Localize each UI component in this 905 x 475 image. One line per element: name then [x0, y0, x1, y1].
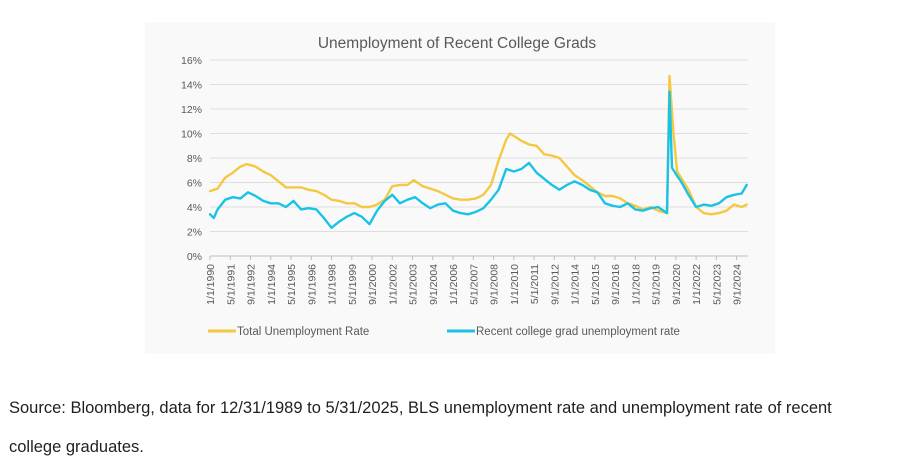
x-tick-label: 9/1/2004 [428, 264, 440, 305]
x-tick-label: 5/1/2019 [651, 264, 663, 305]
x-tick-label: 9/1/1992 [246, 264, 258, 305]
x-tick-label: 5/1/2015 [590, 264, 602, 305]
x-tick-label: 9/1/2024 [732, 264, 744, 305]
y-tick-label: 4% [187, 202, 202, 214]
legend-label: Total Unemployment Rate [237, 326, 369, 338]
x-tick-label: 9/1/2016 [610, 264, 622, 305]
x-tick-label: 5/1/1991 [225, 264, 237, 305]
x-tick-label: 1/1/2002 [387, 264, 399, 305]
x-tick-label: 9/1/2008 [489, 264, 501, 305]
x-tick-label: 1/1/2018 [630, 264, 642, 305]
x-axis-ticks: 1/1/1990 5/1/1991 9/1/1992 1/1/1994 5/1/1995… [205, 256, 744, 305]
x-tick-label: 5/1/2003 [408, 264, 420, 305]
y-tick-label: 10% [181, 129, 202, 141]
x-tick-label: 5/1/2011 [529, 264, 541, 304]
x-tick-label: 1/1/1994 [266, 264, 278, 305]
chart-title: Unemployment of Recent College Grads [318, 35, 597, 52]
y-axis-ticks: 0% 2% 4% 6% 8% 10% 12% 14% 16% [181, 55, 202, 263]
legend: Total Unemployment Rate Recent college gr… [208, 326, 680, 338]
y-tick-label: 2% [187, 227, 202, 239]
y-tick-label: 8% [187, 153, 202, 165]
x-tick-label: 5/1/2007 [468, 264, 480, 305]
y-tick-label: 16% [181, 55, 202, 67]
x-tick-label: 1/1/2006 [448, 264, 460, 305]
series-lines [208, 74, 748, 230]
x-tick-label: 5/1/2023 [711, 264, 723, 305]
y-tick-label: 6% [187, 178, 202, 190]
x-tick-label: 5/1/1995 [286, 264, 298, 305]
x-tick-label: 1/1/2022 [691, 264, 703, 305]
x-tick-label: 5/1/1999 [347, 264, 359, 305]
series-line-recent-grad-unemployment [208, 90, 748, 230]
source-caption-line-1: Source: Bloomberg, data for 12/31/1989 t… [9, 399, 832, 417]
source-caption-line-2: college graduates. [9, 438, 144, 456]
y-tick-label: 12% [181, 104, 202, 116]
x-tick-label: 9/1/2000 [367, 264, 379, 305]
y-tick-label: 14% [181, 80, 202, 92]
x-tick-label: 1/1/2010 [509, 264, 521, 305]
x-tick-label: 1/1/1990 [205, 264, 217, 305]
x-tick-label: 1/1/1998 [327, 264, 339, 305]
x-tick-label: 9/1/2020 [671, 264, 683, 305]
series-line-total-unemployment [208, 74, 748, 216]
y-tick-label: 0% [187, 251, 202, 263]
x-tick-label: 9/1/1996 [306, 264, 318, 305]
x-tick-label: 1/1/2014 [570, 264, 582, 305]
unemployment-line-chart: Unemployment of Recent College Grads 0% 2… [181, 35, 748, 338]
legend-label: Recent college grad unemployment rate [476, 326, 680, 338]
x-tick-label: 9/1/2012 [549, 264, 561, 305]
